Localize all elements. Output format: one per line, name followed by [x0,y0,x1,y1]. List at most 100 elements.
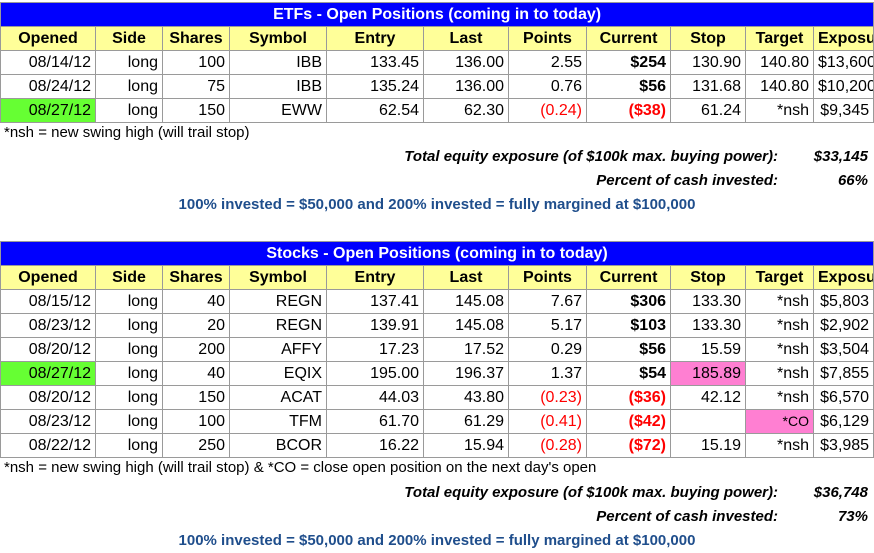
cell-last: 136.00 [423,50,509,75]
cell-symbol: IBB [229,74,327,99]
stock-table-title: Stocks - Open Positions (coming in to to… [0,241,874,266]
cell-points: 5.17 [508,313,587,338]
cell-side: long [95,433,163,458]
cell-entry: 17.23 [326,337,424,362]
cell-entry: 133.45 [326,50,424,75]
cell-points: 7.67 [508,289,587,314]
col-shares: Shares [162,26,230,51]
table-row: 08/23/12 long 20 REGN 139.91 145.08 5.17… [0,313,874,338]
cell-points: 1.37 [508,361,587,386]
cell-side: long [95,74,163,99]
cell-exposure: $2,902 [812,313,874,338]
etf-total-value: $33,145 [813,148,868,165]
cell-shares: 150 [162,385,230,410]
cell-stop: 61.24 [670,98,746,123]
cell-target: *nsh [745,385,814,410]
cell-side: long [95,50,163,75]
cell-exposure: $13,600 [812,50,874,75]
col-points: Points [508,26,587,51]
cell-entry: 44.03 [326,385,424,410]
etf-footnote: *nsh = new swing high (will trail stop) [4,124,250,141]
cell-current: $56 [586,74,671,99]
cell-side: long [95,361,163,386]
cell-exposure: $6,129 [812,409,874,434]
cell-points: (0.41) [508,409,587,434]
cell-opened: 08/15/12 [0,289,96,314]
cell-stop [670,409,746,434]
cell-shares: 40 [162,361,230,386]
cell-symbol: IBB [229,50,327,75]
stock-percent-value: 73% [837,508,868,525]
table-row: 08/24/12 long 75 IBB 135.24 136.00 0.76 … [0,74,874,99]
cell-stop: 131.68 [670,74,746,99]
cell-last: 196.37 [423,361,509,386]
col-stop: Stop [670,26,746,51]
cell-target: *nsh [745,337,814,362]
cell-stop: 133.30 [670,289,746,314]
col-current: Current [586,26,671,51]
col-entry: Entry [326,26,424,51]
cell-symbol: AFFY [229,337,327,362]
col-opened: Opened [0,265,96,290]
col-last: Last [423,265,509,290]
cell-stop: 15.19 [670,433,746,458]
cell-target: *nsh [745,289,814,314]
cell-exposure: $3,504 [812,337,874,362]
col-symbol: Symbol [229,265,327,290]
stock-positions-table: Stocks - Open Positions (coming in to to… [0,241,874,458]
cell-symbol: EWW [229,98,327,123]
table-row: 08/27/12 long 150 EWW 62.54 62.30 (0.24)… [0,98,874,123]
cell-side: long [95,337,163,362]
cell-entry: 61.70 [326,409,424,434]
col-side: Side [95,26,163,51]
cell-stop: 185.89 [670,361,746,386]
cell-symbol: ACAT [229,385,327,410]
cell-shares: 40 [162,289,230,314]
cell-exposure: $10,200 [812,74,874,99]
cell-points: 0.76 [508,74,587,99]
etf-positions-table: ETFs - Open Positions (coming in to toda… [0,2,874,123]
etf-percent-label: Percent of cash invested: [596,172,778,189]
cell-current: ($36) [586,385,671,410]
cell-exposure: $5,803 [812,289,874,314]
cell-last: 17.52 [423,337,509,362]
cell-side: long [95,289,163,314]
cell-opened: 08/24/12 [0,74,96,99]
cell-current: $103 [586,313,671,338]
cell-target: *nsh [745,433,814,458]
col-entry: Entry [326,265,424,290]
cell-shares: 100 [162,50,230,75]
cell-opened: 08/20/12 [0,385,96,410]
cell-points: 2.55 [508,50,587,75]
cell-entry: 16.22 [326,433,424,458]
table-row: 08/23/12 long 100 TFM 61.70 61.29 (0.41)… [0,409,874,434]
col-shares: Shares [162,265,230,290]
col-exposure: Exposure [812,265,874,290]
cell-shares: 200 [162,337,230,362]
col-points: Points [508,265,587,290]
cell-exposure: $6,570 [812,385,874,410]
cell-shares: 20 [162,313,230,338]
etf-percent-value: 66% [837,172,868,189]
stock-total-label: Total equity exposure (of $100k max. buy… [404,484,778,501]
cell-symbol: REGN [229,313,327,338]
table-row: 08/22/12 long 250 BCOR 16.22 15.94 (0.28… [0,433,874,458]
cell-points: (0.23) [508,385,587,410]
cell-shares: 100 [162,409,230,434]
col-side: Side [95,265,163,290]
etf-header-row: Opened Side Shares Symbol Entry Last Poi… [0,26,874,51]
cell-shares: 75 [162,74,230,99]
cell-side: long [95,98,163,123]
col-symbol: Symbol [229,26,327,51]
col-opened: Opened [0,26,96,51]
cell-shares: 150 [162,98,230,123]
col-exposure: Exposure [812,26,874,51]
cell-symbol: REGN [229,289,327,314]
cell-exposure: $7,855 [812,361,874,386]
cell-side: long [95,313,163,338]
cell-opened: 08/27/12 [0,98,96,123]
cell-target: *nsh [745,361,814,386]
cell-last: 15.94 [423,433,509,458]
cell-symbol: TFM [229,409,327,434]
cell-opened: 08/23/12 [0,409,96,434]
